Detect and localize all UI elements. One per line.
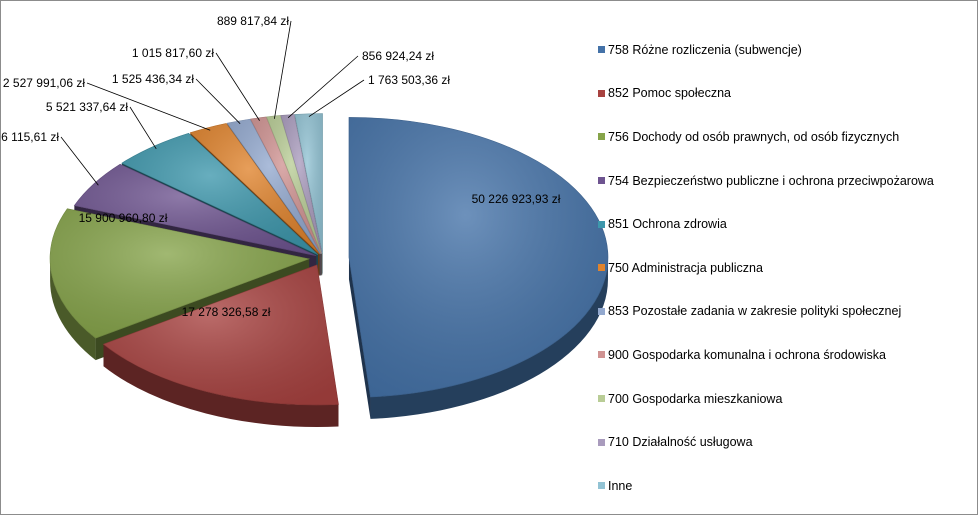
slice-shine-inne: [294, 113, 323, 254]
legend-item-710-dzialalnosc-uslugowa: 710 Działalność usługowa: [598, 420, 968, 464]
slice-side-756-dochody-od-osob-prawnych-od-osob-fizycznych-0: [50, 258, 96, 361]
leader-line-700-gospodarka-mieszkaniowa: [274, 20, 292, 119]
leader-line-inne: [308, 79, 365, 117]
legend-label: 754 Bezpieczeństwo publiczne i ochrona p…: [608, 173, 934, 188]
slice-shine-758-rozne-rozliczenia-subwencje: [348, 117, 608, 397]
data-label-754-bezpieczenstwo-publiczne-i-ochrona-przeciwpozarowa: 5 676 115,61 zł: [1, 130, 59, 144]
legend-swatch: [598, 395, 605, 403]
legend-label: 710 Działalność usługowa: [608, 435, 753, 450]
slice-shine-700-gospodarka-mieszkaniowa: [266, 115, 322, 254]
legend-swatch: [598, 220, 605, 228]
leader-line-750-administracja-publiczna: [86, 82, 211, 131]
legend-item-852-pomoc-spoleczna: 852 Pomoc społeczna: [598, 72, 968, 116]
legend-swatch: [598, 89, 605, 97]
legend-item-754-bezpieczenstwo-publiczne-i-ochrona-przeciwpozarowa: 754 Bezpieczeństwo publiczne i ochrona p…: [598, 159, 968, 203]
legend-label: 853 Pozostałe zadania w zakresie polityk…: [608, 304, 902, 319]
legend-label: 700 Gospodarka mieszkaniowa: [608, 391, 783, 406]
slice-side-852-pomoc-spoleczna-0: [103, 344, 339, 427]
slice-shine-710-dzialalnosc-uslugowa: [280, 114, 322, 254]
legend-swatch: [598, 438, 605, 446]
data-label-756-dochody-od-osob-prawnych-od-osob-fizycznych: 15 900 960,80 zł: [79, 211, 168, 225]
slice-shine-853-pozostale-zadania-w-zakresie-polityki-spolecznej: [227, 119, 321, 254]
legend: 758 Różne rozliczenia (subwencje) 852 Pom…: [598, 28, 968, 508]
legend-label: 852 Pomoc społeczna: [608, 86, 731, 101]
legend-swatch: [598, 482, 605, 490]
data-label-853-pozostale-zadania-w-zakresie-polityki-spolecznej: 1 525 436,34 zł: [112, 72, 194, 86]
legend-item-700-gospodarka-mieszkaniowa: 700 Gospodarka mieszkaniowa: [598, 377, 968, 421]
data-label-700-gospodarka-mieszkaniowa: 889 817,84 zł: [217, 14, 289, 28]
legend-item-851-ochrona-zdrowia: 851 Ochrona zdrowia: [598, 202, 968, 246]
slice-shine-754-bezpieczenstwo-publiczne-i-ochrona-przeciwpozarowa: [74, 164, 317, 256]
legend-swatch: [598, 46, 605, 54]
legend-swatch: [598, 264, 605, 272]
data-label-710-dzialalnosc-uslugowa: 856 924,24 zł: [362, 49, 434, 63]
legend-item-756-dochody-od-osob-prawnych-od-osob-fizycznych: 756 Dochody od osób prawnych, od osób fi…: [598, 115, 968, 159]
legend-swatch: [598, 133, 605, 141]
legend-swatch: [598, 177, 605, 185]
legend-item-inne: Inne: [598, 464, 968, 508]
legend-swatch: [598, 307, 605, 315]
legend-swatch: [598, 351, 605, 359]
data-label-758-rozne-rozliczenia-subwencje: 50 226 923,93 zł: [472, 192, 561, 206]
data-label-750-administracja-publiczna: 2 527 991,06 zł: [3, 76, 85, 90]
data-label-900-gospodarka-komunalna-i-ochrona-srodowiska: 1 015 817,60 zł: [132, 46, 214, 60]
leader-line-853-pozostale-zadania-w-zakresie-polityki-spolecznej: [195, 78, 241, 124]
slice-side-758-rozne-rozliczenia-subwencje-0: [370, 257, 608, 419]
slice-wall-758-rozne-rozliczenia-subwencje-1: [348, 257, 371, 419]
legend-label: 750 Administracja publiczna: [608, 260, 763, 275]
slice-shine-852-pomoc-spoleczna: [103, 264, 339, 405]
data-label-851-ochrona-zdrowia: 5 521 337,64 zł: [46, 100, 128, 114]
slice-shine-756-dochody-od-osob-prawnych-od-osob-fizycznych: [50, 208, 310, 339]
legend-label: 900 Gospodarka komunalna i ochrona środo…: [608, 347, 886, 362]
legend-label: Inne: [608, 478, 633, 493]
legend-item-750-administracja-publiczna: 750 Administracja publiczna: [598, 246, 968, 290]
leader-line-900-gospodarka-komunalna-i-ochrona-srodowiska: [215, 52, 260, 121]
leader-line-851-ochrona-zdrowia: [129, 106, 157, 150]
slice-shine-750-administracja-publiczna: [190, 123, 320, 255]
legend-label: 851 Ochrona zdrowia: [608, 217, 727, 232]
slice-shine-851-ochrona-zdrowia: [121, 133, 318, 255]
legend-item-900-gospodarka-komunalna-i-ochrona-srodowiska: 900 Gospodarka komunalna i ochrona środo…: [598, 333, 968, 377]
legend-item-853-pozostale-zadania-w-zakresie-polityki-spolecznej: 853 Pozostałe zadania w zakresie polityk…: [598, 290, 968, 334]
legend-label: 758 Różne rozliczenia (subwencje): [608, 42, 802, 57]
leader-line-754-bezpieczenstwo-publiczne-i-ochrona-przeciwpozarowa: [60, 136, 99, 186]
data-label-inne: 1 763 503,36 zł: [368, 73, 450, 87]
data-label-852-pomoc-spoleczna: 17 278 326,58 zł: [182, 305, 271, 319]
slice-shine-900-gospodarka-komunalna-i-ochrona-srodowiska: [250, 116, 322, 254]
leader-line-710-dzialalnosc-uslugowa: [287, 55, 359, 118]
legend-item-758-rozne-rozliczenia-subwencje: 758 Różne rozliczenia (subwencje): [598, 28, 968, 72]
legend-label: 756 Dochody od osób prawnych, od osób fi…: [608, 129, 900, 144]
